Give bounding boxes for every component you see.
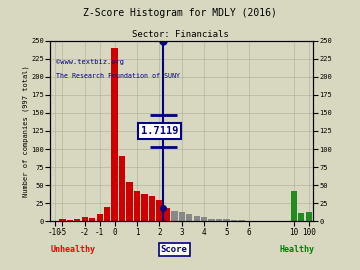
Bar: [186, 214, 193, 221]
Bar: [89, 218, 95, 221]
Text: Healthy: Healthy: [279, 245, 314, 254]
Bar: [298, 213, 305, 221]
Bar: [208, 218, 215, 221]
Bar: [238, 220, 245, 221]
Text: Z-Score Histogram for MDLY (2016): Z-Score Histogram for MDLY (2016): [83, 8, 277, 18]
Bar: [149, 196, 155, 221]
Y-axis label: Number of companies (997 total): Number of companies (997 total): [22, 65, 29, 197]
Bar: [224, 219, 230, 221]
Bar: [104, 207, 110, 221]
Text: 1.7119: 1.7119: [141, 126, 178, 136]
Bar: [216, 219, 222, 221]
Text: ©www.textbiz.org: ©www.textbiz.org: [56, 59, 123, 65]
Bar: [201, 217, 207, 221]
Bar: [156, 200, 163, 221]
Text: The Research Foundation of SUNY: The Research Foundation of SUNY: [56, 73, 180, 79]
Bar: [171, 211, 177, 221]
Bar: [126, 182, 133, 221]
Text: Unhealthy: Unhealthy: [50, 245, 95, 254]
Text: Score: Score: [161, 245, 188, 254]
Bar: [74, 219, 80, 221]
Bar: [59, 218, 66, 221]
Text: Sector: Financials: Sector: Financials: [132, 30, 228, 39]
Bar: [291, 191, 297, 221]
Bar: [82, 217, 88, 221]
Bar: [141, 194, 148, 221]
Bar: [306, 212, 312, 221]
Bar: [134, 191, 140, 221]
Bar: [67, 220, 73, 221]
Bar: [231, 220, 237, 221]
Bar: [119, 156, 125, 221]
Bar: [112, 48, 118, 221]
Bar: [194, 216, 200, 221]
Bar: [164, 208, 170, 221]
Bar: [179, 212, 185, 221]
Bar: [96, 214, 103, 221]
